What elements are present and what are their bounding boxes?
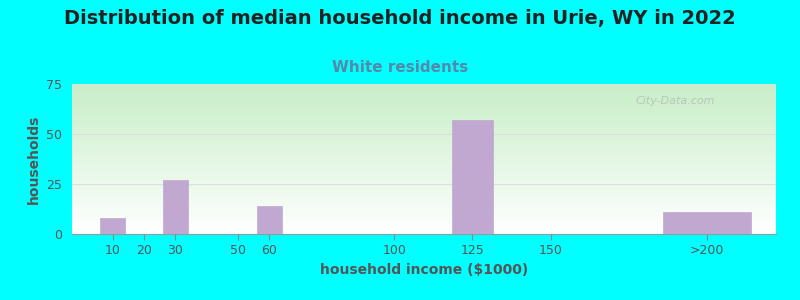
Bar: [100, 218, 125, 234]
X-axis label: household income ($1000): household income ($1000): [320, 263, 528, 277]
Text: City-Data.com: City-Data.com: [635, 96, 714, 106]
Bar: [257, 206, 282, 234]
Bar: [162, 180, 188, 234]
Y-axis label: households: households: [26, 114, 41, 204]
Bar: [452, 120, 493, 234]
Text: Distribution of median household income in Urie, WY in 2022: Distribution of median household income …: [64, 9, 736, 28]
Bar: [663, 212, 751, 234]
Text: White residents: White residents: [332, 60, 468, 75]
